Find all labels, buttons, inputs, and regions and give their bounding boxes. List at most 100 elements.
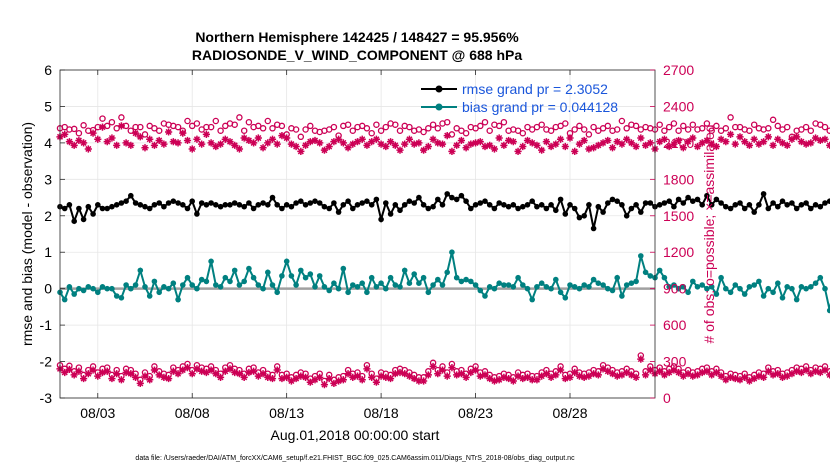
series-5-point-66 xyxy=(368,373,376,381)
series-2-point-5 xyxy=(80,122,87,129)
series-1-point-81 xyxy=(439,282,446,288)
series-3-point-78 xyxy=(424,142,432,151)
series-1-point-101 xyxy=(534,284,540,290)
series-3-point-10 xyxy=(103,138,111,146)
series-1-point-23 xyxy=(165,285,172,292)
y-tick-label-6: 3 xyxy=(44,171,52,187)
series-0-point-11 xyxy=(109,203,115,210)
series-1-point-116 xyxy=(605,285,611,292)
series-0-point-150 xyxy=(765,205,772,212)
series-0-point-113 xyxy=(590,225,597,232)
series-3-point-137 xyxy=(703,136,711,145)
series-1-point-111 xyxy=(581,282,587,288)
series-0-point-56 xyxy=(321,203,328,210)
series-1-point-162 xyxy=(822,285,828,292)
series-3-point-30 xyxy=(198,140,206,148)
series-5-point-54 xyxy=(311,376,319,384)
series-1-point-62 xyxy=(350,282,356,288)
series-1-point-112 xyxy=(586,284,592,290)
series-3-point-57 xyxy=(325,142,333,151)
series-2-point-119 xyxy=(618,117,626,125)
series-0-point-23 xyxy=(165,200,172,206)
series-3-point-75 xyxy=(410,140,418,148)
series-1-point-139 xyxy=(713,291,720,297)
series-3-point-24 xyxy=(169,138,177,146)
series-3-point-11 xyxy=(108,134,116,142)
legend-rmse-label: rmse grand pr = 2.3052 xyxy=(462,81,608,97)
series-5-point-31 xyxy=(202,368,210,377)
series-5-point-131 xyxy=(675,368,683,377)
series-0-point-129 xyxy=(666,198,672,204)
series-1-point-155 xyxy=(789,285,795,292)
series-0-point-14 xyxy=(123,198,129,204)
series-5-point-154 xyxy=(783,372,791,380)
series-0-point-157 xyxy=(798,202,805,208)
series-3-point-87 xyxy=(467,140,475,148)
series-5-point-11 xyxy=(108,374,116,383)
series-3-point-119 xyxy=(618,140,626,148)
series-1-point-134 xyxy=(690,278,696,285)
series-5-point-152 xyxy=(774,370,782,378)
series-5-point-117 xyxy=(608,370,617,378)
series-3-point-7 xyxy=(89,129,97,137)
series-0-point-141 xyxy=(723,203,729,210)
series-0-point-85 xyxy=(458,192,465,199)
series-3-point-54 xyxy=(311,136,319,145)
series-0-point-151 xyxy=(770,200,776,206)
series-0-point-159 xyxy=(808,205,814,212)
series-5-point-79 xyxy=(429,362,437,371)
series-0-point-15 xyxy=(128,192,134,199)
series-3-point-155 xyxy=(788,135,796,143)
series-1-point-44 xyxy=(265,269,271,276)
series-3-point-61 xyxy=(344,144,352,152)
series-2-point-128 xyxy=(661,127,668,134)
series-1-point-159 xyxy=(808,284,814,290)
series-1-point-104 xyxy=(548,285,554,292)
y2-tick-label-4: 1200 xyxy=(663,244,694,260)
x-tick-label-4: 08/23 xyxy=(458,405,493,421)
series-3-point-157 xyxy=(797,138,805,146)
series-3-point-147 xyxy=(750,135,758,143)
series-3-point-111 xyxy=(580,136,588,145)
series-1-point-5 xyxy=(80,287,87,294)
x-tick-label-2: 08/13 xyxy=(269,405,304,421)
series-1-point-26 xyxy=(180,282,186,288)
series-0-point-39 xyxy=(241,203,247,210)
series-2-point-129 xyxy=(665,123,673,131)
series-1-point-87 xyxy=(468,278,474,285)
series-3-point-103 xyxy=(542,138,550,146)
y-tick-label-3: 0 xyxy=(44,281,52,297)
series-0-point-67 xyxy=(373,196,380,203)
series-3-point-92 xyxy=(490,145,499,153)
y2-tick-label-3: 900 xyxy=(663,281,687,297)
series-2-point-131 xyxy=(675,127,682,134)
series-3-point-82 xyxy=(443,132,451,140)
series-1-point-53 xyxy=(307,271,314,277)
series-0-point-34 xyxy=(217,203,224,210)
series-3-point-129 xyxy=(665,142,673,151)
series-2-point-79 xyxy=(429,121,437,128)
series-0-point-60 xyxy=(340,202,347,208)
series-5-point-100 xyxy=(528,376,536,384)
series-2-point-138 xyxy=(708,127,715,134)
series-5-point-102 xyxy=(538,372,546,380)
series-3-point-116 xyxy=(604,136,612,145)
series-5-point-46 xyxy=(273,366,281,374)
series-5-point-88 xyxy=(471,366,480,374)
series-1-point-71 xyxy=(392,282,399,288)
series-2-point-9 xyxy=(99,115,106,122)
y2-tick-label-1: 300 xyxy=(663,354,687,370)
series-2-point-94 xyxy=(500,118,508,126)
series-3-point-22 xyxy=(160,140,168,148)
series-5-point-155 xyxy=(788,370,796,378)
series-1-point-96 xyxy=(510,284,517,290)
series-1-point-74 xyxy=(406,280,413,287)
series-3-point-17 xyxy=(136,133,144,141)
series-5-point-149 xyxy=(760,373,768,381)
series-5-point-99 xyxy=(523,373,532,381)
series-1-point-51 xyxy=(298,267,304,274)
series-5-point-76 xyxy=(415,377,423,385)
series-5-point-115 xyxy=(599,365,607,373)
series-0-point-62 xyxy=(350,205,356,212)
series-1-point-63 xyxy=(354,284,361,290)
